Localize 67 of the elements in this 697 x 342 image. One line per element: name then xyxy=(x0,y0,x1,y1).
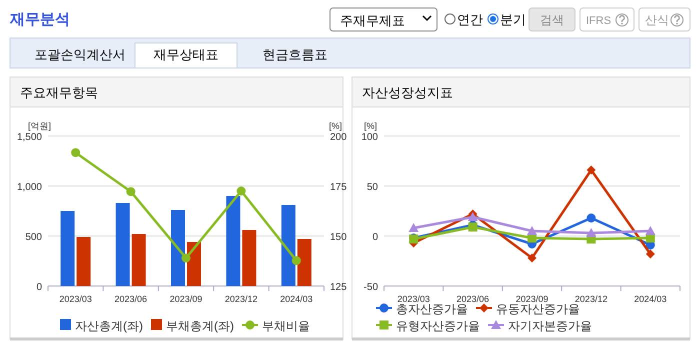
text: 현금흐름표 xyxy=(262,47,328,62)
legend-label: 자산총계(좌) xyxy=(75,319,143,333)
text: 재무상태표 xyxy=(154,47,218,62)
bar xyxy=(132,234,146,286)
bar xyxy=(171,210,185,286)
bar xyxy=(116,203,130,286)
y-tick-label: 1,500 xyxy=(16,132,42,143)
chart-title: 주요재무항목 xyxy=(20,85,98,100)
x-tick-label: 2023/03 xyxy=(397,294,430,304)
legend-label: 유형자산증가율 xyxy=(396,319,480,333)
point xyxy=(292,256,301,266)
point xyxy=(236,186,246,196)
point xyxy=(126,187,136,196)
legend-label: 총자산증가율 xyxy=(396,302,468,316)
text: 재무분석 xyxy=(9,11,70,28)
text: 분기 xyxy=(500,12,526,27)
bar xyxy=(226,196,240,286)
point xyxy=(586,166,596,174)
point xyxy=(527,226,537,235)
y-tick-label: -50 xyxy=(364,282,378,293)
point xyxy=(71,148,80,158)
legend-label: 부채비율 xyxy=(262,319,310,333)
point xyxy=(182,254,190,262)
point xyxy=(586,228,596,237)
text: 산식 xyxy=(645,13,669,27)
point xyxy=(645,226,656,235)
bar xyxy=(297,239,312,286)
y-tick-label: 1,000 xyxy=(16,182,42,193)
x-tick-label: 2023/03 xyxy=(59,294,92,304)
legend-label: 부채총계(좌) xyxy=(166,319,234,333)
point xyxy=(646,250,655,258)
x-tick-label: 2024/03 xyxy=(280,294,313,304)
text: 주재무제표 xyxy=(340,13,405,28)
x-tick-label: 2023/06 xyxy=(456,294,490,304)
y-axis-title: [%] xyxy=(364,121,378,131)
bar xyxy=(60,211,75,286)
y2-axis-title: [%] xyxy=(329,121,342,131)
bar xyxy=(281,205,296,286)
chart-title: 자산성장성지표 xyxy=(362,85,453,100)
legend-label: 자기자본증가율 xyxy=(508,319,592,333)
y-tick-label: 500 xyxy=(25,232,42,243)
y-tick-label: 100 xyxy=(361,132,378,143)
bar xyxy=(242,230,256,286)
x-tick-label: 2023/12 xyxy=(224,294,258,304)
y-tick-label: 50 xyxy=(366,182,378,193)
y2-tick-label: 125 xyxy=(330,282,348,293)
y-tick-label: 0 xyxy=(372,232,378,243)
text: 포괄손익계산서 xyxy=(34,47,126,62)
x-tick-label: 2023/09 xyxy=(516,294,548,304)
point xyxy=(528,254,536,262)
y2-tick-label: 200 xyxy=(330,132,348,143)
text: 연간 xyxy=(457,12,483,27)
x-tick-label: 2023/09 xyxy=(170,294,202,304)
point xyxy=(586,214,596,222)
x-tick-label: 2023/06 xyxy=(114,294,148,304)
bar xyxy=(76,237,91,286)
point xyxy=(468,212,478,221)
y-tick-label: 0 xyxy=(36,282,42,293)
y-axis-title: [억원] xyxy=(28,121,52,131)
x-tick-label: 2023/12 xyxy=(574,294,608,304)
y2-tick-label: 150 xyxy=(330,232,348,243)
y2-tick-label: 175 xyxy=(330,182,348,193)
x-tick-label: 2024/03 xyxy=(634,294,667,304)
point xyxy=(408,223,419,232)
text: IFRS xyxy=(586,15,612,27)
text: 검색 xyxy=(540,13,564,27)
legend-label: 유동자산증가율 xyxy=(496,302,580,316)
